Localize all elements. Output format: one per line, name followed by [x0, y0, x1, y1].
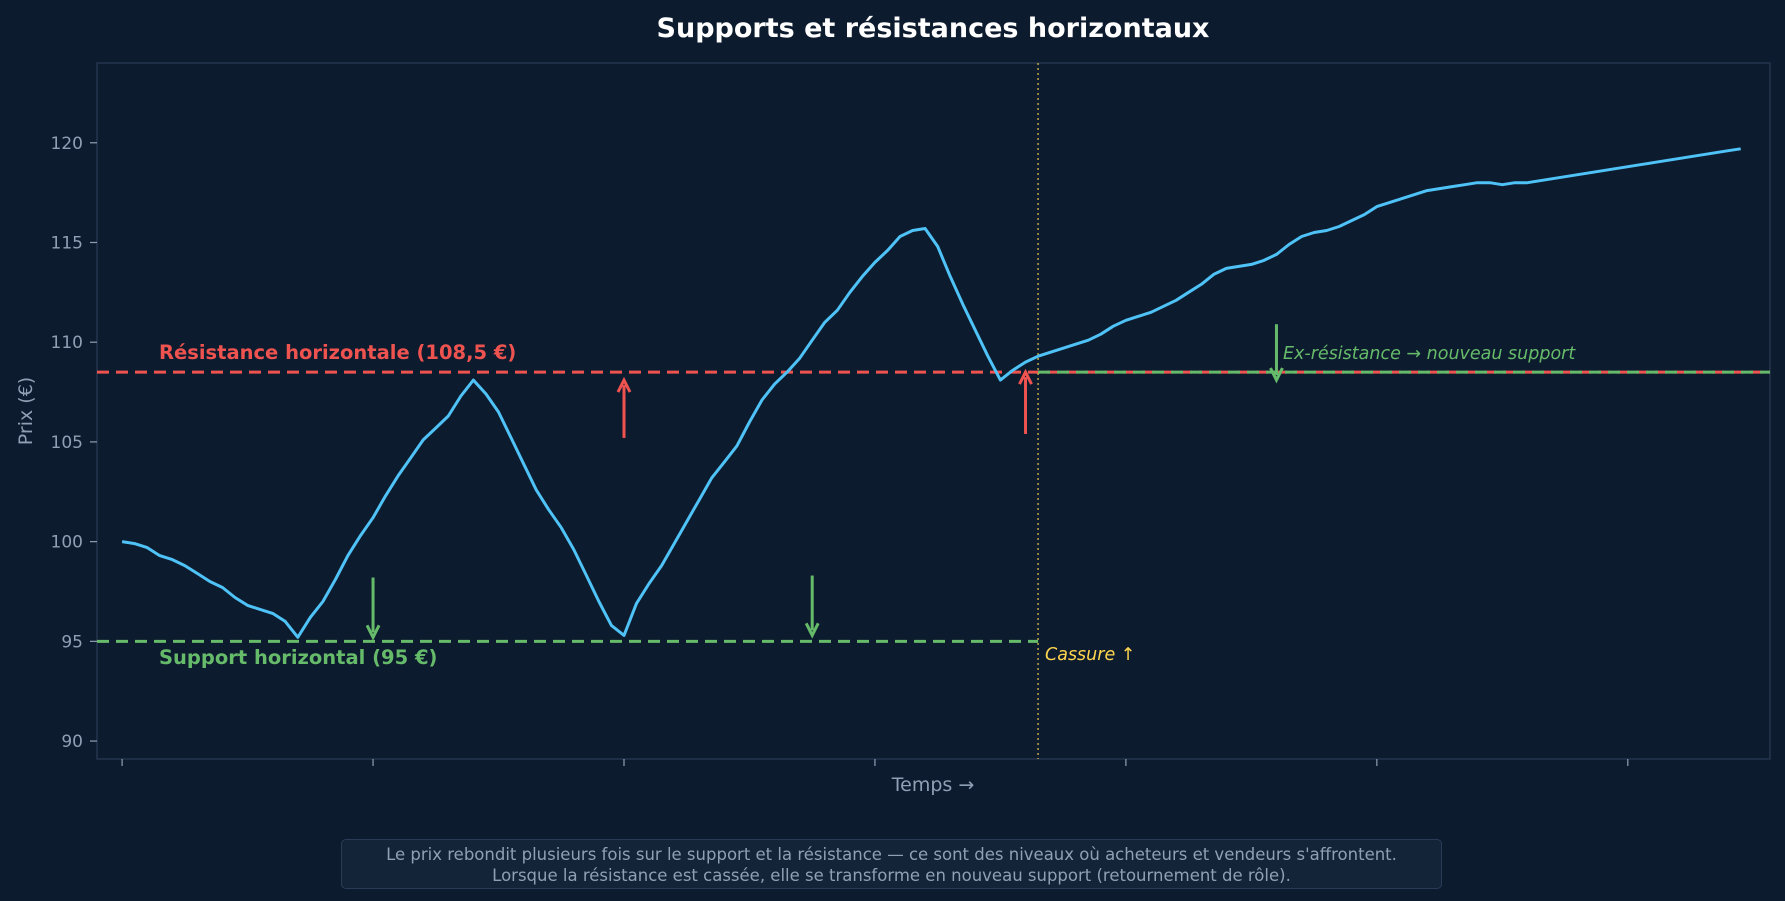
- resistance-bounce-arrow: [616, 376, 632, 438]
- y-tick-label: 110: [51, 333, 83, 353]
- breakout-label: Cassure ↑: [1045, 645, 1135, 665]
- x-axis-label: Temps →: [891, 774, 975, 796]
- resistance-bounce-arrow: [1018, 368, 1033, 434]
- support-label: Support horizontal (95 €): [159, 646, 437, 669]
- y-tick-label: 105: [51, 433, 83, 453]
- plot-frame: [96, 62, 1771, 760]
- y-tick-label: 100: [51, 533, 83, 553]
- chart-title: Supports et résistances horizontaux: [657, 13, 1210, 44]
- y-tick-label: 90: [61, 732, 83, 752]
- caption-box: Le prix rebondit plusieurs fois sur le s…: [341, 839, 1442, 889]
- support-bounce-arrow: [1269, 324, 1284, 384]
- price-series-line: [121, 147, 1741, 639]
- caption-line-2: Lorsque la résistance est cassée, elle s…: [492, 866, 1291, 885]
- y-axis-label: Prix (€): [15, 377, 37, 445]
- support-bounce-arrow: [804, 575, 820, 639]
- support-bounce-arrow: [365, 577, 381, 641]
- resistance-label: Résistance horizontale (108,5 €): [159, 341, 516, 364]
- caption-line-1: Le prix rebondit plusieurs fois sur le s…: [386, 845, 1397, 864]
- y-tick-label: 120: [51, 134, 83, 154]
- y-tick-label: 115: [51, 233, 83, 253]
- role-reversal-label: Ex-résistance → nouveau support: [1283, 344, 1576, 364]
- y-tick-label: 95: [61, 632, 83, 652]
